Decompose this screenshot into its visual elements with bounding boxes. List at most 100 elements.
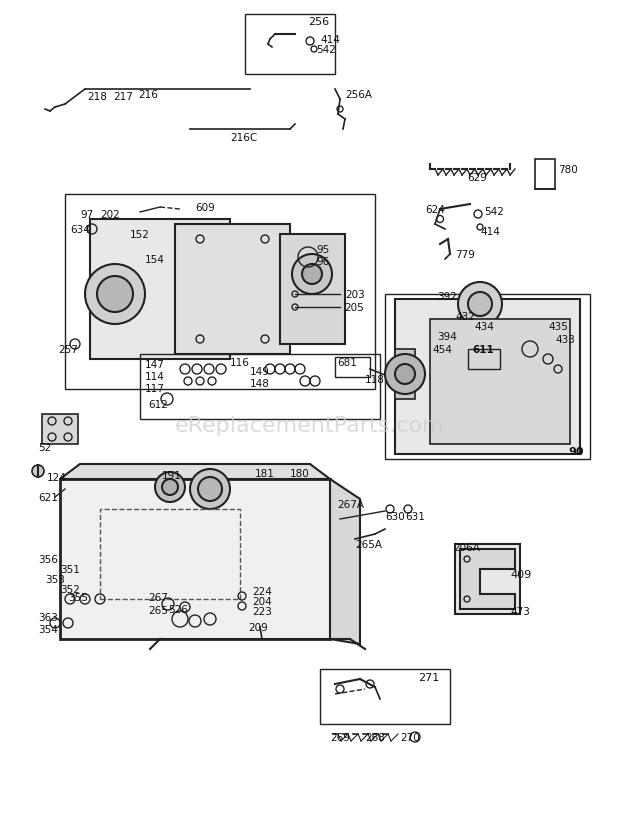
Text: 116: 116 [230,358,250,368]
Polygon shape [455,545,520,614]
Circle shape [85,265,145,324]
Text: 681: 681 [337,358,357,368]
Text: 621: 621 [38,492,58,502]
Text: 96: 96 [316,256,329,267]
Polygon shape [60,479,330,639]
Text: 351: 351 [60,564,80,574]
Text: 526: 526 [168,604,188,614]
Text: 209: 209 [248,622,268,632]
Text: 202: 202 [100,210,120,219]
Text: 612: 612 [148,400,168,410]
Circle shape [162,479,178,495]
Text: 356: 356 [38,554,58,564]
Text: 90: 90 [568,446,583,456]
Bar [140,355,380,419]
Polygon shape [90,219,230,360]
Polygon shape [395,350,415,400]
Text: 634: 634 [70,224,90,235]
Text: 435: 435 [548,322,568,332]
Text: 181: 181 [255,468,275,478]
Circle shape [198,477,222,501]
Text: 609: 609 [195,203,215,213]
Text: 270: 270 [400,732,420,742]
Circle shape [32,465,44,477]
Text: 434: 434 [474,322,494,332]
Text: 206A: 206A [453,542,480,552]
Text: 149: 149 [250,367,270,377]
Polygon shape [460,550,515,609]
Circle shape [458,283,502,327]
Text: 432: 432 [455,311,475,322]
Text: 271: 271 [418,672,439,682]
Text: 394: 394 [437,332,457,342]
Polygon shape [280,235,345,345]
Circle shape [190,469,230,509]
Text: 148: 148 [250,378,270,388]
Circle shape [302,265,322,285]
Text: 269: 269 [330,732,350,742]
Bar [535,160,555,190]
Bar [320,669,450,724]
Text: 630: 630 [385,511,405,522]
Text: 256: 256 [308,17,329,27]
Text: 267: 267 [148,592,168,602]
Circle shape [292,255,332,295]
Text: 118: 118 [365,374,385,385]
Text: 355: 355 [68,592,88,602]
Text: 265: 265 [148,605,168,615]
Bar [100,509,240,600]
Text: 95: 95 [316,245,329,255]
Text: 631: 631 [405,511,425,522]
Polygon shape [430,319,570,445]
Text: 191: 191 [162,470,182,481]
Text: 52: 52 [38,442,51,452]
Text: 542: 542 [484,206,504,217]
Polygon shape [395,300,580,455]
Text: 114: 114 [145,372,165,382]
Text: 780: 780 [558,165,578,174]
Text: 779: 779 [455,250,475,260]
Circle shape [385,355,425,395]
Text: 217: 217 [113,92,133,102]
Polygon shape [330,479,360,645]
Bar [335,358,370,378]
Text: 353: 353 [45,574,65,584]
Text: 117: 117 [145,383,165,393]
Text: 542: 542 [316,45,336,55]
Text: 354: 354 [38,624,58,634]
Text: 97: 97 [80,210,93,219]
Bar [468,350,500,369]
Text: 147: 147 [145,360,165,369]
Polygon shape [42,414,78,445]
Text: 352: 352 [60,584,80,595]
Text: 267A: 267A [337,500,364,509]
Polygon shape [175,224,290,355]
Text: 454: 454 [432,345,452,355]
Text: 256A: 256A [345,90,372,100]
Text: eReplacementParts.com: eReplacementParts.com [175,416,445,436]
Text: 154: 154 [145,255,165,265]
Text: 257: 257 [58,345,78,355]
Text: 203: 203 [345,290,365,300]
Text: 363: 363 [38,613,58,622]
Text: 180: 180 [290,468,310,478]
Text: 392: 392 [437,292,457,301]
Text: 152: 152 [130,229,150,240]
Text: 204: 204 [252,596,272,606]
Text: 216C: 216C [230,133,257,143]
Text: 216: 216 [138,90,158,100]
Bar [245,15,335,75]
Text: 409: 409 [510,569,531,579]
Text: 223: 223 [252,606,272,616]
Polygon shape [60,464,330,479]
Text: 124: 124 [47,473,67,482]
Bar [385,295,590,459]
Circle shape [468,292,492,317]
Text: 218: 218 [87,92,107,102]
Text: 414: 414 [320,35,340,45]
Text: 205: 205 [344,303,364,313]
Text: 611: 611 [472,345,494,355]
Text: 265A: 265A [355,540,382,550]
Text: 624: 624 [425,205,445,215]
Circle shape [97,277,133,313]
